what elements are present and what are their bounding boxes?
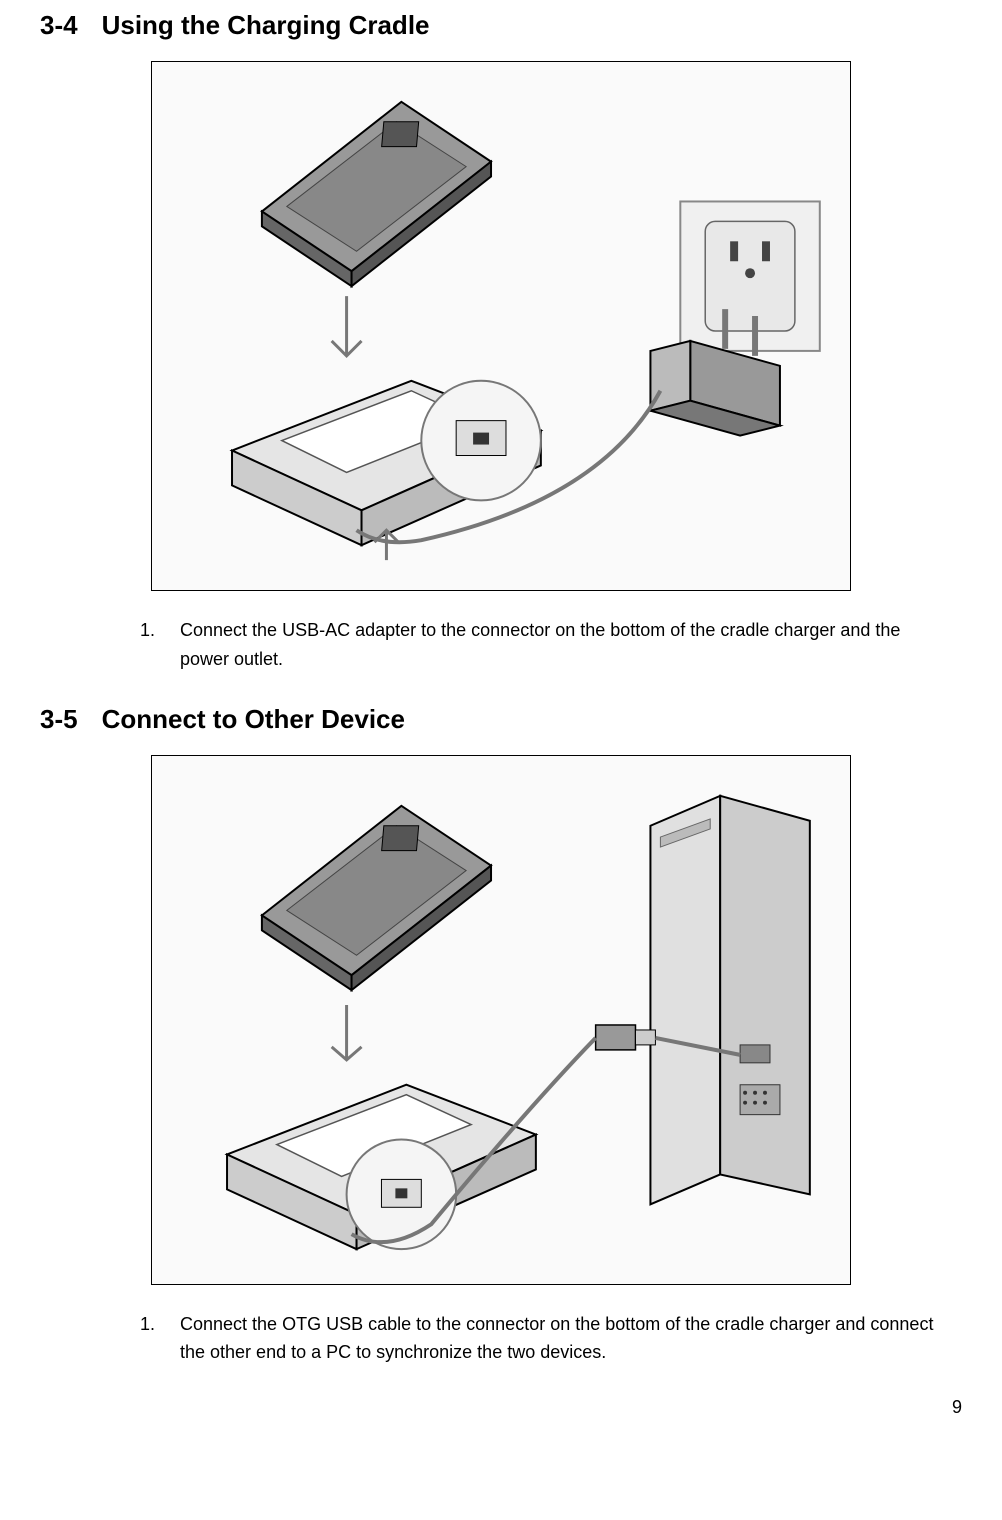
section-number: 3-4	[40, 10, 78, 41]
illustration-connect-device	[151, 755, 851, 1285]
step-number: 1.	[140, 1310, 160, 1368]
section-number: 3-5	[40, 704, 78, 735]
step-item: 1. Connect the OTG USB cable to the conn…	[140, 1310, 952, 1368]
step-number: 1.	[140, 616, 160, 674]
illustration-charging-cradle	[151, 61, 851, 591]
step-list-3-5: 1. Connect the OTG USB cable to the conn…	[140, 1310, 952, 1368]
step-text: Connect the USB-AC adapter to the connec…	[180, 616, 952, 674]
section-title: Using the Charging Cradle	[102, 10, 430, 41]
section-title: Connect to Other Device	[102, 704, 405, 735]
step-item: 1. Connect the USB-AC adapter to the con…	[140, 616, 952, 674]
section-heading-3-5: 3-5 Connect to Other Device	[40, 704, 962, 735]
section-heading-3-4: 3-4 Using the Charging Cradle	[40, 10, 962, 41]
step-list-3-4: 1. Connect the USB-AC adapter to the con…	[140, 616, 952, 674]
page-number: 9	[40, 1397, 962, 1418]
step-text: Connect the OTG USB cable to the connect…	[180, 1310, 952, 1368]
